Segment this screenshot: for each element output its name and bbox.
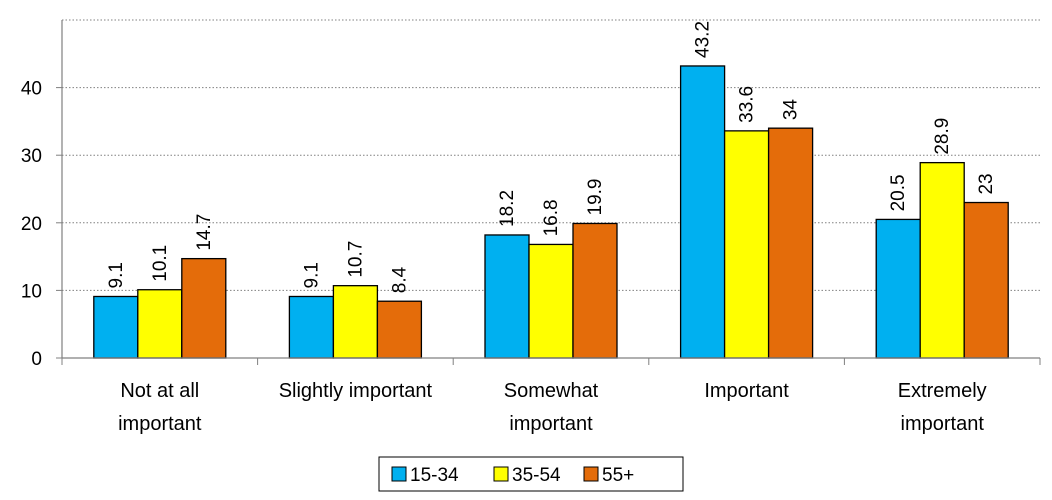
- legend-label-15-34: 15-34: [410, 465, 459, 486]
- y-axis-tick-labels: 0 10 20 30 40: [21, 79, 42, 370]
- y-tick-label: 40: [21, 79, 42, 100]
- legend: 15-34 35-54 55+: [378, 456, 684, 492]
- data-label: 18.2: [497, 190, 518, 227]
- bar-15-34-1: [288, 295, 335, 359]
- legend-label-35-54: 35-54: [512, 465, 561, 486]
- legend-box: [378, 456, 684, 492]
- bar-35-54-2: [528, 243, 574, 359]
- x-axis-category-labels: Not at all important Slightly important Som…: [118, 380, 987, 435]
- bar-55+-2: [572, 222, 618, 359]
- x-category-label: Extremely: [898, 380, 987, 402]
- data-label: 8.4: [389, 266, 410, 293]
- x-category-label: Somewhat: [504, 380, 599, 402]
- bar-35-54-3: [723, 130, 770, 359]
- bar-35-54-0: [137, 289, 183, 359]
- y-tick-label: 0: [31, 349, 42, 370]
- x-category-label: Not at all: [120, 380, 199, 402]
- bar-15-34-4: [875, 218, 921, 359]
- data-label: 16.8: [541, 199, 562, 236]
- data-label: 23: [976, 173, 997, 194]
- x-category-label: Important: [704, 380, 789, 402]
- data-label: 9.1: [106, 262, 127, 288]
- data-label: 20.5: [888, 174, 909, 211]
- data-label: 10.1: [150, 245, 171, 282]
- data-label: 10.7: [345, 241, 366, 278]
- data-label: 43.2: [693, 21, 714, 58]
- bar-15-34-0: [93, 295, 139, 359]
- bar-55+-4: [963, 201, 1009, 359]
- bar-35-54-4: [919, 161, 965, 359]
- data-label: 19.9: [585, 178, 606, 215]
- legend-swatch-15-34: [391, 466, 407, 482]
- legend-label-55+: 55+: [602, 465, 634, 486]
- bars: [93, 65, 1009, 359]
- axes: [56, 20, 1041, 365]
- legend-swatch-55+: [583, 466, 599, 482]
- x-category-label: Slightly important: [279, 380, 433, 402]
- bar-55+-3: [767, 127, 814, 359]
- bar-55+-0: [181, 257, 227, 359]
- data-label: 14.7: [194, 214, 215, 251]
- bar-35-54-1: [332, 285, 379, 359]
- y-tick-label: 30: [21, 146, 42, 167]
- x-category-label: important: [118, 413, 202, 435]
- data-label: 28.9: [932, 118, 953, 155]
- y-tick-label: 10: [21, 281, 42, 302]
- data-label: 33.6: [737, 86, 758, 123]
- data-label: 9.1: [301, 262, 322, 288]
- x-category-label: important: [901, 413, 985, 435]
- y-tick-label: 20: [21, 214, 42, 235]
- legend-swatch-35-54: [493, 466, 509, 482]
- bar-55+-1: [376, 300, 423, 359]
- bar-15-34-2: [484, 234, 530, 359]
- data-label: 34: [781, 99, 802, 121]
- x-category-label: important: [509, 413, 593, 435]
- bar-15-34-3: [679, 65, 726, 359]
- data-labels: 9.1 10.1 14.7 9.1 10.7 8.4 18.2 16.8 19.9 43.2 33.…: [106, 21, 997, 293]
